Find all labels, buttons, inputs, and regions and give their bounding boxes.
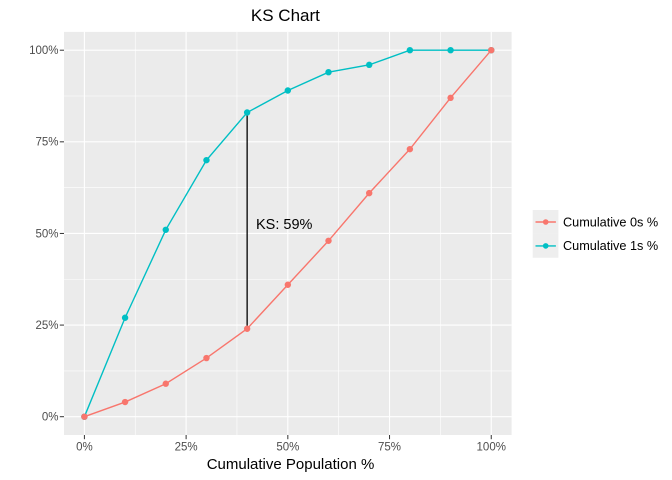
svg-text:100%: 100% [477,442,506,454]
svg-text:KS: 59%: KS: 59% [256,217,313,233]
svg-text:Cumulative 1s %: Cumulative 1s % [563,239,658,253]
svg-text:75%: 75% [378,442,401,454]
svg-text:0%: 0% [76,442,93,454]
svg-text:Cumulative Population %: Cumulative Population % [207,456,375,473]
svg-text:25%: 25% [35,320,58,332]
svg-text:50%: 50% [276,442,299,454]
svg-text:KS Chart: KS Chart [251,6,320,25]
svg-text:25%: 25% [175,442,198,454]
svg-text:100%: 100% [29,45,58,57]
svg-text:Cumulative 0s %: Cumulative 0s % [563,215,658,229]
svg-text:50%: 50% [35,228,58,240]
svg-text:0%: 0% [42,412,59,424]
svg-text:75%: 75% [35,137,58,149]
